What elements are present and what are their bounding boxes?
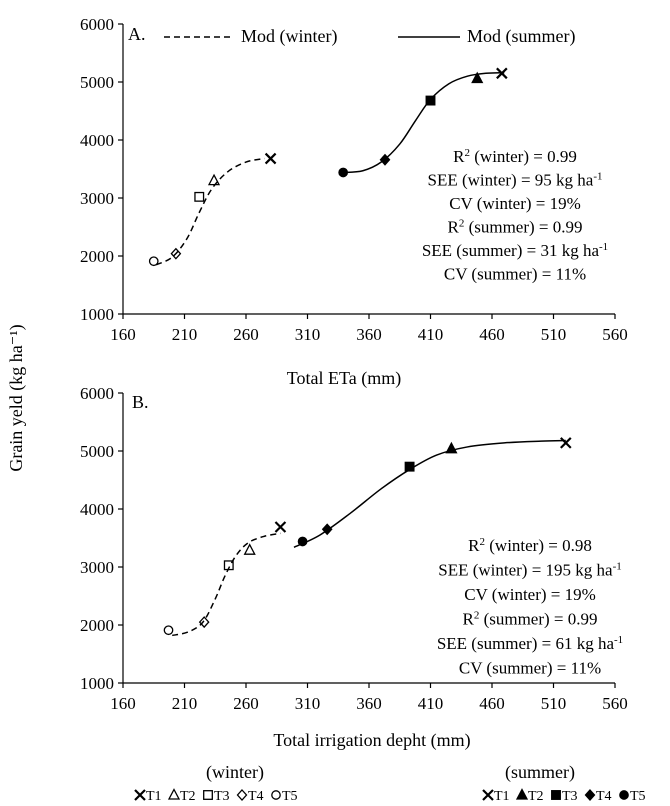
key-winter-label: T3 xyxy=(214,789,230,804)
point-summer-t1 xyxy=(560,437,572,449)
key-summer-label: T1 xyxy=(494,789,510,804)
y-tick-label: 6000 xyxy=(80,384,114,403)
key-summer-marker xyxy=(551,790,561,800)
panel-b-label: B. xyxy=(132,392,149,412)
y-tick-label: 1000 xyxy=(80,674,114,693)
x-tick-label: 260 xyxy=(233,694,259,713)
stat-line: R2 (winter) = 0.99 xyxy=(453,147,577,166)
stat-line: CV (winter) = 19% xyxy=(464,585,596,604)
y-tick-label: 3000 xyxy=(80,189,114,208)
stat-line: R2 (summer) = 0.99 xyxy=(462,610,597,629)
key-summer-marker xyxy=(584,789,596,801)
key-summer-marker xyxy=(515,788,529,800)
panel-a-label: A. xyxy=(128,24,146,44)
x-tick-label: 510 xyxy=(541,694,567,713)
stat-line: R2 (summer) = 0.99 xyxy=(447,218,582,237)
point-summer-t3 xyxy=(425,95,436,106)
x-tick-label: 360 xyxy=(356,325,382,344)
key-winter-label: T5 xyxy=(282,789,298,804)
x-axis-label-a: Total ETa (mm) xyxy=(287,368,401,389)
panel-a: A. Mod (winter) Mod (summer) Total ETa (… xyxy=(80,15,628,389)
key-summer-marker xyxy=(619,790,629,800)
point-summer-t5 xyxy=(338,167,349,178)
stat-line: CV (summer) = 11% xyxy=(459,659,601,678)
x-tick-label: 310 xyxy=(295,325,321,344)
y-tick-label: 4000 xyxy=(80,500,114,519)
point-winter-t5 xyxy=(163,625,174,636)
key-winter-marker xyxy=(271,790,281,800)
panel-b: B. Total irrigation depht (mm) 1000 2000 3… xyxy=(80,384,628,751)
y-tick-label: 1000 xyxy=(80,305,114,324)
y-tick-label: 4000 xyxy=(80,131,114,150)
x-axis-label-b: Total irrigation depht (mm) xyxy=(273,730,470,751)
x-tick-label: 560 xyxy=(602,325,628,344)
point-winter-t3 xyxy=(194,191,205,202)
point-winter-t1 xyxy=(274,521,287,533)
x-tick-label: 460 xyxy=(479,325,505,344)
x-tick-label: 510 xyxy=(541,325,567,344)
x-tick-label: 360 xyxy=(356,694,382,713)
point-summer-t5 xyxy=(297,536,308,547)
key-winter-marker xyxy=(203,790,213,800)
x-tick-label: 160 xyxy=(110,325,136,344)
x-tick-label: 410 xyxy=(418,694,444,713)
marker-key: (winter) (summer) T1 T2 T3 T4 T5 T1 T2 T3 T4 T5 xyxy=(134,762,646,804)
point-winter-t4 xyxy=(170,247,182,260)
x-tick-label: 460 xyxy=(479,694,505,713)
stat-line: SEE (winter) = 95 kg ha-1 xyxy=(427,171,602,190)
point-winter-t1 xyxy=(264,152,277,165)
stat-line: R2 (winter) = 0.98 xyxy=(468,536,592,555)
model-curve-winter xyxy=(155,157,265,266)
y-axis-label: Grain yeld (kg ha⁻¹) xyxy=(6,324,27,471)
y-tick-label: 5000 xyxy=(80,442,114,461)
key-winter-marker xyxy=(167,788,181,800)
key-summer-label: T5 xyxy=(630,789,646,804)
point-winter-t4 xyxy=(198,616,210,629)
point-winter-t2 xyxy=(207,173,221,186)
stat-line: SEE (summer) = 31 kg ha-1 xyxy=(422,241,608,260)
legend-dashed-label: Mod (winter) xyxy=(241,26,337,47)
x-tick-label: 160 xyxy=(110,694,136,713)
model-curve-summer xyxy=(293,439,566,548)
x-tick-label: 260 xyxy=(233,325,259,344)
key-summer-label: T3 xyxy=(562,789,578,804)
point-summer-t2 xyxy=(471,71,484,84)
key-winter-marker xyxy=(134,789,146,801)
legend-solid-label: Mod (summer) xyxy=(467,26,575,47)
key-winter-label: T4 xyxy=(248,789,264,804)
x-tick-label: 410 xyxy=(418,325,444,344)
stat-line: CV (summer) = 11% xyxy=(444,265,586,284)
key-summer-label: T2 xyxy=(528,789,544,804)
point-summer-t4 xyxy=(379,153,391,166)
key-winter-marker xyxy=(236,789,248,801)
stat-line: SEE (winter) = 195 kg ha-1 xyxy=(438,561,622,580)
point-summer-t3 xyxy=(404,461,415,472)
point-summer-t4 xyxy=(321,523,333,536)
point-summer-t1 xyxy=(496,67,508,80)
stat-line: CV (winter) = 19% xyxy=(449,194,581,213)
point-winter-t2 xyxy=(243,543,256,555)
point-summer-t2 xyxy=(445,441,458,454)
y-tick-label: 3000 xyxy=(80,558,114,577)
model-curve-winter xyxy=(172,532,281,637)
y-tick-label: 2000 xyxy=(80,616,114,635)
x-tick-label: 210 xyxy=(172,325,198,344)
point-winter-t3 xyxy=(223,560,234,571)
key-summer-marker xyxy=(482,789,494,801)
key-winter-label: T1 xyxy=(146,789,162,804)
key-summer-heading: (summer) xyxy=(505,762,575,783)
stat-line: SEE (summer) = 61 kg ha-1 xyxy=(437,634,623,653)
key-winter-heading: (winter) xyxy=(206,762,264,783)
x-tick-label: 560 xyxy=(602,694,628,713)
x-tick-label: 310 xyxy=(295,694,321,713)
y-tick-label: 2000 xyxy=(80,247,114,266)
y-tick-label: 5000 xyxy=(80,73,114,92)
point-winter-t5 xyxy=(148,256,159,267)
y-tick-label: 6000 xyxy=(80,15,114,34)
x-tick-label: 210 xyxy=(172,694,198,713)
key-winter-label: T2 xyxy=(180,789,196,804)
key-summer-label: T4 xyxy=(596,789,612,804)
